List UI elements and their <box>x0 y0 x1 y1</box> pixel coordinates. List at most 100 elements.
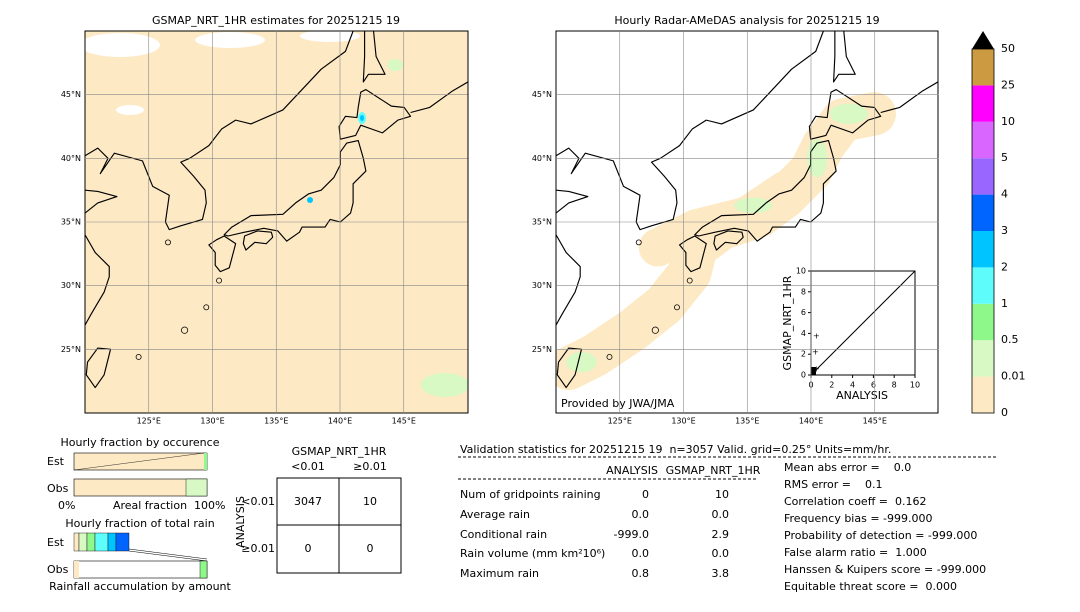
row-label: Est <box>47 536 65 549</box>
colorbar-segment <box>972 85 994 122</box>
cell: 3047 <box>294 495 322 508</box>
panel-title: Hourly fraction by occurence <box>61 436 220 449</box>
colorbar: 0 0.01 0.5 1 2 3 4 5 10 25 50 <box>971 31 1026 419</box>
svg-text:+: + <box>813 365 820 374</box>
svg-text:+: + <box>812 348 819 357</box>
score: Mean abs error = 0.0 <box>784 461 911 474</box>
score: Equitable threat score = 0.000 <box>784 580 957 593</box>
axis-label: Areal fraction <box>113 499 187 512</box>
axis-left: 0% <box>58 499 75 512</box>
colorbar-label: 25 <box>1001 78 1015 91</box>
fraction-panel: Hourly fraction by occurence Est Obs 0% … <box>47 436 232 593</box>
row-label: Maximum rain <box>460 567 539 580</box>
colorbar-frame <box>971 48 995 414</box>
colorbar-segment <box>972 376 994 413</box>
lon-tick-label: 135°E <box>735 417 759 426</box>
y-tick-label: 4 <box>801 329 806 338</box>
cell: 10 <box>363 495 377 508</box>
score: Hanssen & Kuipers score = -999.000 <box>784 563 986 576</box>
x-tick-label: 4 <box>850 381 855 390</box>
cell: 0 <box>642 488 649 501</box>
map-title: Hourly Radar-AMeDAS analysis for 2025121… <box>614 14 879 27</box>
colorbar-label: 0.5 <box>1001 333 1019 346</box>
col-header: GSMAP_NRT_1HR <box>666 464 761 477</box>
colorbar-label: 4 <box>1001 188 1008 201</box>
x-tick-label: 6 <box>871 381 876 390</box>
colorbar-segment <box>972 49 994 86</box>
x-tick-label: 8 <box>892 381 897 390</box>
cell: 0.8 <box>632 567 650 580</box>
lon-tick-label: 145°E <box>863 417 887 426</box>
lon-tick-label: 125°E <box>608 417 632 426</box>
colorbar-label: 10 <box>1001 115 1015 128</box>
col-title: GSMAP_NRT_1HR <box>292 445 387 458</box>
colorbar-label: 2 <box>1001 260 1008 273</box>
y-tick-label: 2 <box>801 350 806 359</box>
row-label: ≥0.01 <box>241 542 275 555</box>
validation-title: Validation statistics for 20251215 19 n=… <box>460 443 891 456</box>
cell: 0 <box>367 542 374 555</box>
lat-tick-label: 25°N <box>532 345 552 354</box>
cell: 0.0 <box>712 547 730 560</box>
y-tick-label: 0 <box>801 371 806 380</box>
cell: 2.9 <box>712 528 730 541</box>
score: RMS error = 0.1 <box>784 478 882 491</box>
lat-tick-label: 35°N <box>61 218 81 227</box>
cell: 0.0 <box>632 547 650 560</box>
y-tick-label: 6 <box>801 308 806 317</box>
lat-tick-label: 35°N <box>532 218 552 227</box>
colorbar-segment <box>972 121 994 159</box>
score: Correlation coeff = 0.162 <box>784 495 926 508</box>
col-header: ANALYSIS <box>606 464 658 477</box>
row-label: Conditional rain <box>460 528 547 541</box>
cell: 3.8 <box>712 567 730 580</box>
inset-xlabel: ANALYSIS <box>836 389 888 402</box>
x-tick-label: 2 <box>829 381 834 390</box>
lat-tick-label: 30°N <box>532 281 552 290</box>
y-tick-label: 8 <box>801 287 806 296</box>
colorbar-label: 0 <box>1001 406 1008 419</box>
cell: 0.0 <box>712 508 730 521</box>
lon-tick-label: 135°E <box>264 417 288 426</box>
colorbar-segment <box>972 158 994 195</box>
lat-tick-label: 40°N <box>61 154 81 163</box>
axis-right: 100% <box>194 499 225 512</box>
row-label: Obs <box>47 563 69 576</box>
lat-tick-label: 30°N <box>61 281 81 290</box>
lat-tick-label: 45°N <box>532 90 552 99</box>
y-tick-label: 10 <box>796 267 806 276</box>
colorbar-label: 3 <box>1001 224 1008 237</box>
row-label: Rain volume (mm km²10⁶) <box>460 547 605 560</box>
svg-text:+: + <box>813 332 820 341</box>
lat-tick-label: 25°N <box>61 345 81 354</box>
lon-tick-label: 125°E <box>137 417 161 426</box>
lat-tick-label: 40°N <box>532 154 552 163</box>
cell: -999.0 <box>614 528 649 541</box>
map-estimates <box>85 31 468 413</box>
credit: Provided by JWA/JMA <box>561 397 675 410</box>
lon-tick-label: 130°E <box>200 417 224 426</box>
lon-tick-label: 145°E <box>392 417 416 426</box>
colorbar-label: 5 <box>1001 151 1008 164</box>
cell: 0.0 <box>632 508 650 521</box>
colorbar-label: 0.01 <box>1001 370 1026 383</box>
row-label: <0.01 <box>241 495 275 508</box>
row-title: ANALYSIS <box>234 496 247 548</box>
row-label: Average rain <box>460 508 530 521</box>
contingency-table: GSMAP_NRT_1HR <0.01 ≥0.01 ANALYSIS <0.01… <box>234 445 402 574</box>
score: Frequency bias = -999.000 <box>784 512 933 525</box>
colorbar-label: 1 <box>1001 297 1008 310</box>
cell: 0 <box>305 542 312 555</box>
score: False alarm ratio = 1.000 <box>784 546 927 559</box>
row-label: Obs <box>47 482 69 495</box>
panel-title: Rainfall accumulation by amount <box>49 580 231 593</box>
panel-title: Hourly fraction of total rain <box>65 517 214 530</box>
lat-tick-label: 45°N <box>61 90 81 99</box>
inset-ylabel: GSMAP_NRT_1HR <box>781 275 794 370</box>
map-title: GSMAP_NRT_1HR estimates for 20251215 19 <box>152 14 400 27</box>
colorbar-segment <box>972 231 994 268</box>
lon-tick-label: 140°E <box>328 417 352 426</box>
score: Probability of detection = -999.000 <box>784 529 977 542</box>
validation: Validation statistics for 20251215 19 n=… <box>458 443 996 593</box>
